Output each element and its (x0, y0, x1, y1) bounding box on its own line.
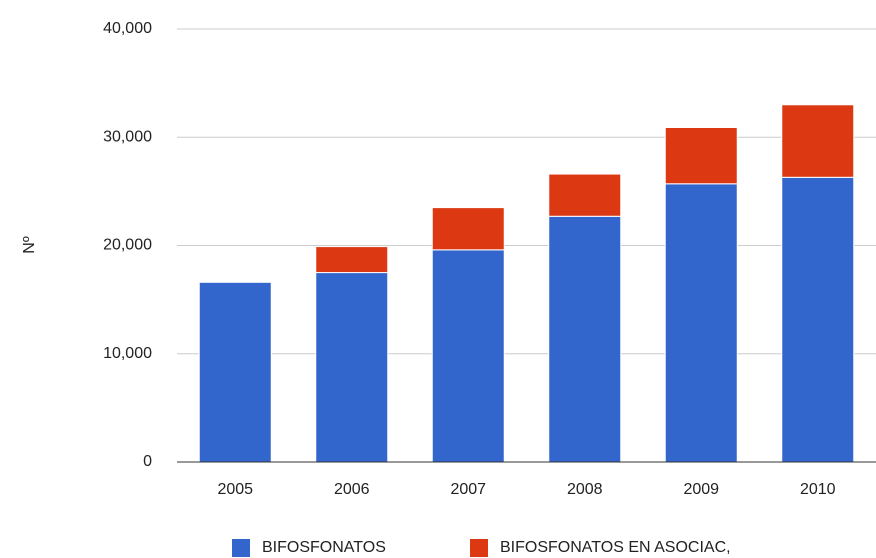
bar-segment (781, 176, 855, 463)
y-tick-label: 10,000 (103, 345, 152, 362)
y-axis-label: Nº (21, 236, 38, 254)
x-tick-label: 2009 (683, 481, 719, 498)
bar-segment (315, 272, 389, 463)
bar-segment (664, 127, 738, 185)
x-tick-label: 2008 (567, 481, 603, 498)
bar-segment (664, 183, 738, 463)
y-tick-label: 30,000 (103, 128, 152, 145)
bar-segment (315, 246, 389, 274)
legend-label: BIFOSFONATOS (262, 539, 386, 556)
legend-label: BIFOSFONATOS EN ASOCIAC, (500, 539, 731, 556)
legend-swatch (232, 539, 250, 557)
y-tick-label: 20,000 (103, 237, 152, 254)
y-tick-label: 0 (143, 453, 152, 470)
x-tick-label: 2007 (450, 481, 486, 498)
y-tick-label: 40,000 (103, 20, 152, 37)
bar-segment (781, 104, 855, 178)
bar-segment (548, 215, 622, 463)
bar-segment (431, 207, 505, 251)
bar-segment (198, 281, 272, 463)
bar-segment (431, 249, 505, 463)
x-tick-label: 2006 (334, 481, 370, 498)
x-tick-label: 2010 (800, 481, 836, 498)
bar-segment (548, 173, 622, 217)
x-tick-label: 2005 (217, 481, 253, 498)
legend-swatch (470, 539, 488, 557)
